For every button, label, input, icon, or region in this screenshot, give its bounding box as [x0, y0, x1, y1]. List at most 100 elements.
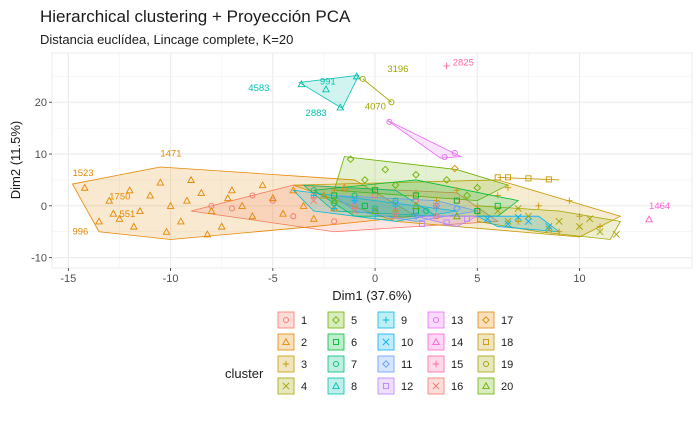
legend-label: 15 [451, 359, 463, 371]
point-label: 3196 [387, 64, 408, 75]
legend-symbol [282, 360, 290, 368]
point-cluster-2 [217, 222, 226, 230]
legend-symbol [432, 382, 440, 390]
point-label: 1464 [649, 201, 670, 212]
legend-symbol [432, 337, 440, 346]
point-cluster-8 [352, 72, 361, 80]
point-cluster-16 [351, 207, 359, 215]
legend-item-6: 6 [327, 333, 357, 351]
legend-symbol [332, 316, 340, 324]
point-cluster-2 [289, 186, 298, 194]
legend-label: 6 [351, 337, 357, 349]
point-label: 1523 [72, 168, 93, 179]
legend-item-20: 20 [477, 377, 513, 395]
point-label: 991 [320, 77, 336, 88]
y-tick-label: 20 [35, 97, 47, 109]
point-cluster-2 [166, 201, 175, 209]
legend-label: 18 [501, 337, 513, 349]
legend-symbol [432, 360, 440, 368]
point-cluster-13 [451, 149, 458, 156]
legend-label: 19 [501, 359, 513, 371]
legend-item-1: 1 [277, 311, 307, 329]
legend-key [377, 377, 395, 395]
point-cluster-8 [336, 103, 345, 111]
point-labels: 1523 1471 1750 551 996 4583 991 2883 3196 4070 282… [72, 57, 670, 237]
point-cluster-5 [381, 165, 390, 174]
legend-item-15: 15 [427, 355, 463, 373]
x-tick-label: -10 [163, 273, 179, 285]
x-tick-label: 10 [573, 273, 585, 285]
legend-symbol [382, 360, 390, 368]
legend-symbol [432, 316, 440, 324]
legend-item-17: 17 [477, 311, 513, 329]
point-cluster-1 [433, 213, 440, 220]
point-label: 996 [72, 226, 88, 237]
legend-label: 8 [351, 381, 357, 393]
point-cluster-4 [545, 225, 553, 233]
hull-cluster-19 [362, 78, 392, 103]
point-cluster-8 [297, 79, 306, 88]
point-cluster-5 [463, 191, 471, 200]
point-cluster-2 [248, 212, 257, 220]
legend-item-13: 13 [427, 311, 463, 329]
point-cluster-4 [555, 217, 563, 225]
legend-key [427, 333, 445, 351]
legend-item-19: 19 [477, 355, 513, 373]
legend-symbol [332, 381, 340, 390]
point-cluster-2 [125, 186, 134, 194]
point-cluster-6 [494, 202, 501, 209]
point-cluster-11 [412, 212, 420, 221]
legend-item-7: 7 [327, 355, 357, 373]
data-points [80, 62, 654, 238]
legend-item-3: 3 [277, 355, 307, 373]
legend-symbol [282, 316, 290, 324]
point-cluster-12 [443, 219, 450, 226]
point-cluster-18 [545, 176, 552, 183]
point-cluster-11 [350, 196, 359, 205]
point-cluster-3 [494, 192, 501, 199]
point-cluster-2 [80, 183, 89, 191]
point-label: 2883 [306, 108, 327, 119]
chart-subtitle: Distancia euclídea, Lincage complete, K=… [40, 32, 293, 47]
legend-label: 5 [351, 315, 357, 327]
point-cluster-3 [453, 187, 461, 194]
legend-key [277, 333, 295, 351]
point-cluster-2 [207, 206, 216, 215]
point-cluster-16 [432, 202, 440, 210]
point-cluster-2 [105, 196, 114, 204]
legend-key [477, 311, 495, 329]
legend-label: 12 [401, 381, 413, 393]
point-cluster-20 [330, 196, 339, 204]
point-cluster-9 [310, 192, 317, 199]
chart-title: Hierarchical clustering + Proyección PCA [40, 7, 351, 26]
point-cluster-2 [223, 193, 232, 202]
point-cluster-4 [596, 228, 604, 236]
axis-ticks: -15 -10 -5 0 5 10 -10 0 10 20 [31, 97, 586, 285]
legend-item-14: 14 [427, 333, 463, 351]
point-cluster-2 [268, 193, 277, 202]
point-cluster-4 [612, 230, 620, 238]
legend-item-16: 16 [427, 377, 463, 395]
point-label: 4070 [365, 101, 386, 112]
x-tick-label: 5 [474, 273, 480, 285]
point-cluster-10 [545, 223, 553, 231]
point-cluster-8 [322, 85, 330, 93]
legend-item-4: 4 [277, 377, 307, 395]
point-cluster-16 [310, 197, 318, 205]
legend-symbol [382, 316, 390, 324]
point-cluster-18 [494, 174, 501, 181]
point-cluster-3 [514, 218, 522, 225]
legend-label: 16 [451, 381, 463, 393]
legend-label: 13 [451, 315, 463, 327]
hull-cluster-13 [387, 119, 463, 159]
legend-title: cluster [225, 366, 264, 381]
hull-cluster-4 [476, 205, 622, 240]
point-cluster-3 [474, 202, 481, 210]
legend-symbol [282, 382, 290, 390]
point-label: 1471 [160, 149, 181, 160]
point-cluster-20 [411, 201, 420, 209]
legend-label: 2 [301, 337, 307, 349]
point-cluster-9 [330, 205, 338, 212]
point-cluster-4 [576, 223, 584, 231]
legend-symbol [382, 338, 390, 346]
